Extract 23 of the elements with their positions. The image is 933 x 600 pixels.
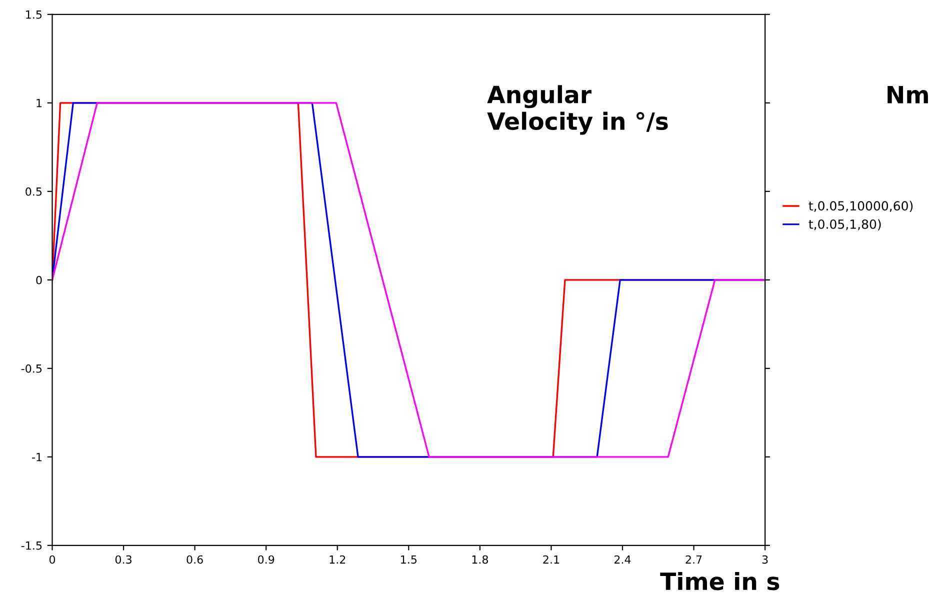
y-tick-label: 0 <box>36 276 42 284</box>
y-tick-label: 0.5 <box>26 187 42 196</box>
x-tick-label: 2.1 <box>543 555 560 564</box>
legend-label: t,0.05,1,80) <box>808 219 881 230</box>
y-tick-label: -0.5 <box>21 364 42 373</box>
x-tick-label: 1.2 <box>330 555 346 564</box>
x-tick-label: 0.6 <box>186 555 203 564</box>
x-tick-label: 1.8 <box>472 555 488 564</box>
x-tick-label: 3 <box>762 555 768 564</box>
y-axis-title: Angular Velocity in °/s <box>487 85 668 135</box>
legend-label: t,0.05,10000,60) <box>808 200 913 212</box>
x-tick-label: 2.4 <box>614 555 631 564</box>
x-tick-label: 0.3 <box>115 555 132 564</box>
x-tick-label: 2.7 <box>686 555 702 564</box>
y-tick-label: -1.5 <box>21 542 42 550</box>
y-tick-label: 1.5 <box>26 10 42 19</box>
x-tick-label: 1.5 <box>401 555 417 564</box>
y-tick-label: -1 <box>32 453 42 462</box>
x-axis-title: Time in s <box>660 572 780 590</box>
x-tick-label: 0 <box>49 555 56 564</box>
y-tick-label: 1 <box>36 99 42 108</box>
x-tick-label: 0.9 <box>258 555 274 564</box>
text: Nm <box>888 86 928 104</box>
